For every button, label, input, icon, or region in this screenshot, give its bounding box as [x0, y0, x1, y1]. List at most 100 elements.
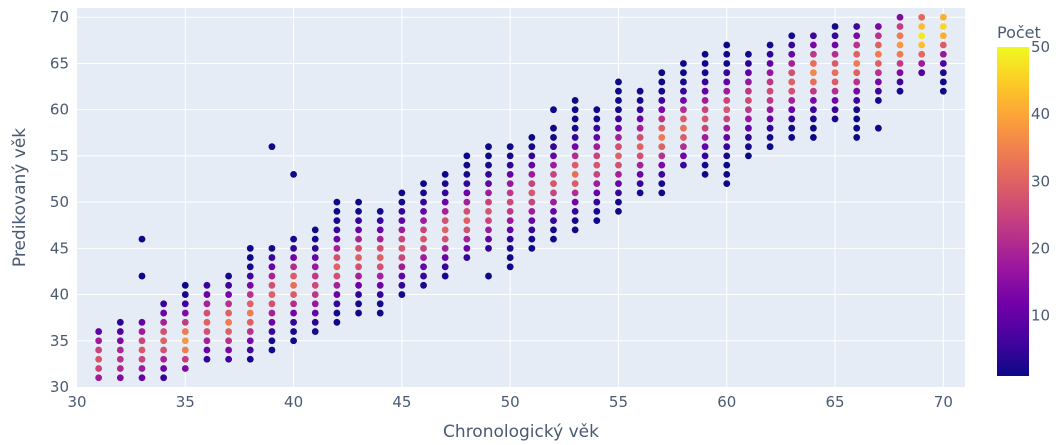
scatter-point [766, 97, 774, 104]
scatter-point [528, 161, 536, 169]
scatter-point [333, 254, 341, 261]
scatter-point [723, 60, 731, 67]
scatter-point [745, 60, 752, 67]
scatter-point [701, 115, 709, 123]
scatter-point [939, 78, 947, 86]
scatter-point [874, 69, 882, 77]
data-points [95, 13, 947, 382]
scatter-point [333, 226, 341, 234]
scatter-point [874, 41, 882, 49]
scatter-point [506, 226, 514, 234]
scatter-point [506, 143, 514, 151]
scatter-point [723, 161, 731, 169]
scatter-point [918, 13, 926, 21]
scatter-point [528, 189, 536, 197]
scatter-point [723, 69, 731, 77]
scatter-point [355, 235, 362, 243]
scatter-point [528, 152, 536, 160]
scatter-point [463, 207, 471, 215]
scatter-point [160, 374, 168, 382]
scatter-point [788, 134, 796, 141]
scatter-point [246, 328, 254, 335]
scatter-point [420, 254, 427, 261]
scatter-point [745, 134, 752, 141]
colorbar [997, 47, 1029, 376]
scatter-point [181, 346, 189, 354]
scatter-point [918, 41, 926, 49]
scatter-point [398, 272, 406, 280]
scatter-point [485, 198, 492, 206]
scatter-point [203, 328, 211, 335]
scatter-point [463, 235, 471, 243]
scatter-point [528, 198, 536, 206]
scatter-point [420, 263, 427, 271]
scatter-point [680, 134, 687, 141]
scatter-point [593, 217, 601, 225]
scatter-point [333, 318, 341, 326]
scatter-point [658, 97, 666, 104]
scatter-point [268, 143, 276, 151]
scatter-point [723, 50, 731, 58]
scatter-point [355, 217, 362, 225]
scatter-point [831, 69, 839, 77]
scatter-point [376, 217, 384, 225]
scatter-point [95, 355, 103, 363]
y-tick-label: 35 [50, 332, 69, 350]
y-tick-label: 65 [50, 54, 69, 72]
scatter-point [528, 244, 536, 252]
scatter-point [160, 365, 168, 372]
scatter-point [225, 328, 233, 335]
colorbar-tick-label: 40 [1031, 105, 1050, 123]
scatter-point [528, 235, 536, 243]
scatter-point [809, 134, 817, 141]
scatter-point [853, 97, 861, 104]
scatter-point [290, 309, 297, 317]
scatter-point [268, 337, 276, 345]
scatter-point [831, 32, 839, 40]
scatter-point [745, 87, 752, 95]
scatter-point [745, 97, 752, 104]
scatter-point [225, 346, 233, 354]
scatter-point [809, 115, 817, 123]
scatter-point [311, 328, 319, 335]
scatter-point [550, 189, 557, 197]
scatter-point [506, 198, 514, 206]
scatter-point [571, 106, 579, 114]
scatter-point [290, 244, 297, 252]
scatter-point [528, 134, 536, 141]
scatter-point [658, 106, 666, 114]
colorbar-tick-label: 30 [1031, 172, 1050, 190]
scatter-point [506, 207, 514, 215]
scatter-point [680, 143, 687, 151]
scatter-point [485, 152, 492, 160]
colorbar-tick-label: 10 [1031, 307, 1050, 325]
scatter-point [506, 235, 514, 243]
scatter-point [420, 281, 427, 289]
scatter-point [831, 60, 839, 67]
scatter-point [874, 97, 882, 104]
scatter-point [268, 263, 276, 271]
scatter-point [788, 50, 796, 58]
scatter-point [766, 69, 774, 77]
scatter-point [203, 355, 211, 363]
scatter-point [246, 291, 254, 298]
scatter-point [441, 217, 449, 225]
scatter-point [138, 365, 146, 372]
scatter-point [268, 346, 276, 354]
scatter-point [95, 374, 103, 382]
scatter-point [290, 300, 297, 308]
scatter-point [506, 217, 514, 225]
scatter-point [593, 152, 601, 160]
scatter-point [485, 161, 492, 169]
scatter-point [680, 152, 687, 160]
scatter-point [181, 291, 189, 298]
scatter-point [333, 263, 341, 271]
scatter-point [788, 69, 796, 77]
scatter-point [939, 69, 947, 77]
scatter-point [593, 161, 601, 169]
scatter-point [615, 198, 622, 206]
scatter-point [441, 272, 449, 280]
scatter-point [615, 115, 622, 123]
scatter-point [615, 180, 622, 188]
scatter-point [701, 97, 709, 104]
